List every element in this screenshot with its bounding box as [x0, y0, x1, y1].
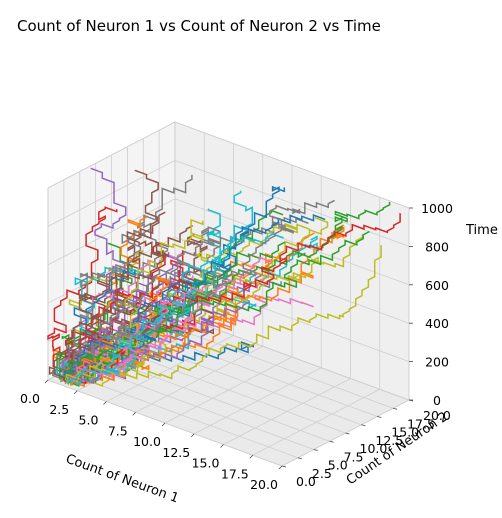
x-tick-label: 12.5 — [162, 445, 190, 460]
y-tick-mark — [361, 425, 365, 426]
x-tick-mark — [221, 445, 224, 448]
y-tick-mark — [377, 417, 381, 418]
y-tick-mark — [346, 433, 350, 434]
z-tick-label: 800 — [425, 239, 449, 254]
x-tick-label: 7.5 — [108, 423, 128, 438]
x-tick-mark — [104, 402, 107, 405]
x-tick-mark — [74, 391, 77, 394]
x-tick-mark — [45, 380, 48, 383]
z-tick-label: 600 — [425, 278, 449, 293]
x-tick-mark — [279, 466, 282, 469]
chart-title: Count of Neuron 1 vs Count of Neuron 2 v… — [17, 17, 381, 35]
x-tick-label: 15.0 — [192, 456, 220, 471]
x-axis-label: Count of Neuron 1 — [64, 452, 181, 507]
z-tick-label: 200 — [425, 355, 449, 370]
z-axis-label: Time — [465, 223, 498, 238]
y-tick-mark — [314, 450, 318, 451]
y-tick-mark — [282, 466, 286, 467]
x-tick-mark — [162, 423, 165, 426]
x-tick-label: 2.5 — [49, 402, 69, 417]
x-tick-mark — [250, 455, 253, 458]
x-tick-label: 5.0 — [79, 413, 99, 428]
x-tick-label: 10.0 — [133, 434, 161, 449]
x-tick-label: 17.5 — [221, 466, 249, 481]
x-tick-mark — [133, 412, 136, 415]
x-tick-label: 0.0 — [20, 391, 40, 406]
z-tick-label: 400 — [425, 316, 449, 331]
z-tick-label: 0 — [433, 393, 441, 408]
x-tick-mark — [191, 434, 194, 437]
y-tick-mark — [298, 458, 302, 459]
z-tick-label: 1000 — [421, 201, 453, 216]
y-tick-mark — [330, 441, 334, 442]
x-tick-label: 20.0 — [250, 477, 278, 492]
y-tick-mark — [393, 408, 397, 409]
